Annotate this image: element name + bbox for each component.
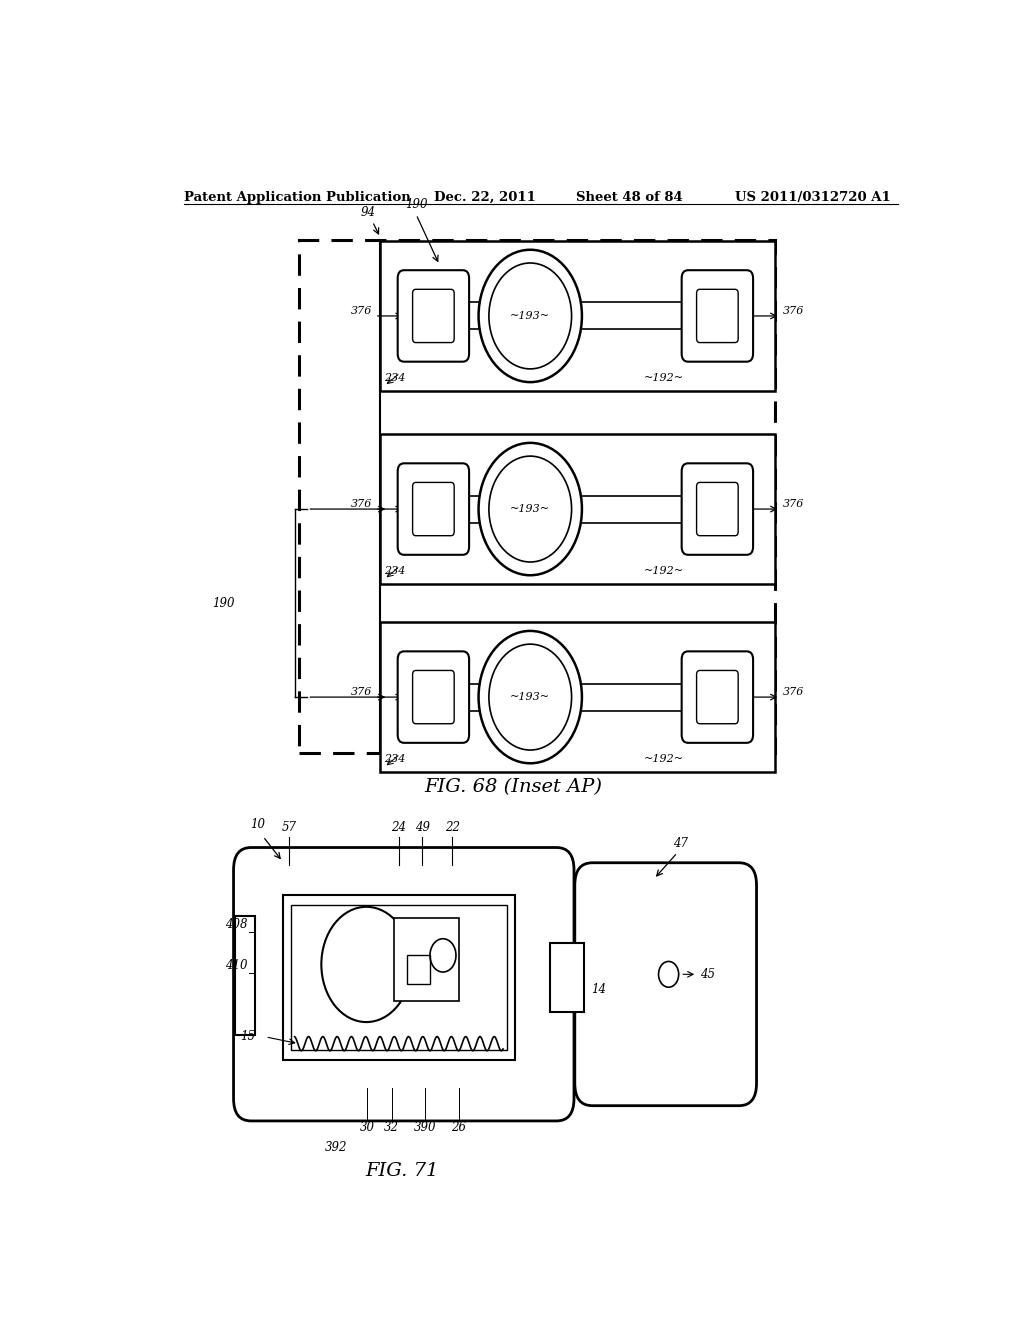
FancyBboxPatch shape <box>696 289 738 343</box>
Text: 376: 376 <box>782 686 804 697</box>
Text: ~192~: ~192~ <box>644 754 684 764</box>
Text: 14: 14 <box>592 983 606 997</box>
FancyBboxPatch shape <box>394 919 459 1001</box>
FancyBboxPatch shape <box>380 434 775 585</box>
FancyBboxPatch shape <box>236 916 255 1035</box>
FancyBboxPatch shape <box>380 240 775 391</box>
Text: 234: 234 <box>384 754 406 764</box>
Text: 47: 47 <box>673 837 688 850</box>
Text: FIG. 68 (Inset AP): FIG. 68 (Inset AP) <box>424 779 602 796</box>
Text: 392: 392 <box>326 1142 348 1154</box>
Text: ~193~: ~193~ <box>510 692 550 702</box>
FancyBboxPatch shape <box>408 956 430 985</box>
FancyBboxPatch shape <box>413 482 455 536</box>
FancyBboxPatch shape <box>397 463 469 554</box>
Text: ~193~: ~193~ <box>510 312 550 321</box>
Text: Sheet 48 of 84: Sheet 48 of 84 <box>577 191 683 203</box>
Text: 30: 30 <box>359 1121 375 1134</box>
FancyBboxPatch shape <box>682 271 753 362</box>
Text: ~192~: ~192~ <box>644 374 684 383</box>
FancyBboxPatch shape <box>397 271 469 362</box>
Text: 49: 49 <box>415 821 430 834</box>
Text: 234: 234 <box>384 566 406 576</box>
Text: 376: 376 <box>351 306 373 315</box>
FancyBboxPatch shape <box>397 651 469 743</box>
Text: 390: 390 <box>414 1121 436 1134</box>
Text: 408: 408 <box>224 919 247 932</box>
Text: 410: 410 <box>224 960 247 973</box>
FancyBboxPatch shape <box>696 671 738 723</box>
FancyBboxPatch shape <box>682 463 753 554</box>
Text: ~192~: ~192~ <box>644 566 684 576</box>
Text: 376: 376 <box>782 306 804 315</box>
Text: Dec. 22, 2011: Dec. 22, 2011 <box>433 191 536 203</box>
Text: 45: 45 <box>700 968 716 981</box>
FancyBboxPatch shape <box>696 482 738 536</box>
FancyBboxPatch shape <box>291 906 507 1049</box>
FancyBboxPatch shape <box>299 240 775 752</box>
Text: 376: 376 <box>782 499 804 510</box>
Text: 376: 376 <box>351 499 373 510</box>
Text: 15: 15 <box>240 1031 255 1043</box>
FancyBboxPatch shape <box>233 847 574 1121</box>
Text: Patent Application Publication: Patent Application Publication <box>183 191 411 203</box>
Text: FIG. 71: FIG. 71 <box>366 1162 438 1180</box>
FancyBboxPatch shape <box>682 651 753 743</box>
Text: 190: 190 <box>213 597 236 610</box>
Text: 22: 22 <box>444 821 460 834</box>
Text: 376: 376 <box>351 686 373 697</box>
Text: US 2011/0312720 A1: US 2011/0312720 A1 <box>735 191 891 203</box>
Text: 234: 234 <box>384 374 406 383</box>
FancyBboxPatch shape <box>380 622 775 772</box>
FancyBboxPatch shape <box>413 289 455 343</box>
FancyBboxPatch shape <box>413 671 455 723</box>
FancyBboxPatch shape <box>283 895 515 1060</box>
Text: ~193~: ~193~ <box>510 504 550 513</box>
Text: 57: 57 <box>282 821 297 834</box>
Text: 26: 26 <box>452 1121 466 1134</box>
FancyBboxPatch shape <box>574 863 757 1106</box>
Text: 24: 24 <box>391 821 407 834</box>
Text: 190: 190 <box>404 198 427 211</box>
Text: 94: 94 <box>361 206 376 219</box>
Text: 10: 10 <box>250 818 265 832</box>
FancyBboxPatch shape <box>550 942 584 1011</box>
Text: 32: 32 <box>384 1121 399 1134</box>
